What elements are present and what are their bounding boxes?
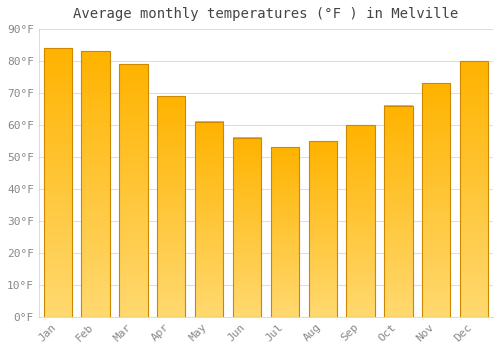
Bar [270, 147, 299, 317]
Bar [384, 106, 412, 317]
Title: Average monthly temperatures (°F ) in Melville: Average monthly temperatures (°F ) in Me… [74, 7, 458, 21]
Bar [460, 61, 488, 317]
Bar [422, 83, 450, 317]
Bar [157, 96, 186, 317]
Bar [82, 51, 110, 317]
Bar [308, 141, 337, 317]
Bar [195, 122, 224, 317]
Bar [346, 125, 375, 317]
Bar [44, 48, 72, 317]
Bar [233, 138, 261, 317]
Bar [119, 64, 148, 317]
